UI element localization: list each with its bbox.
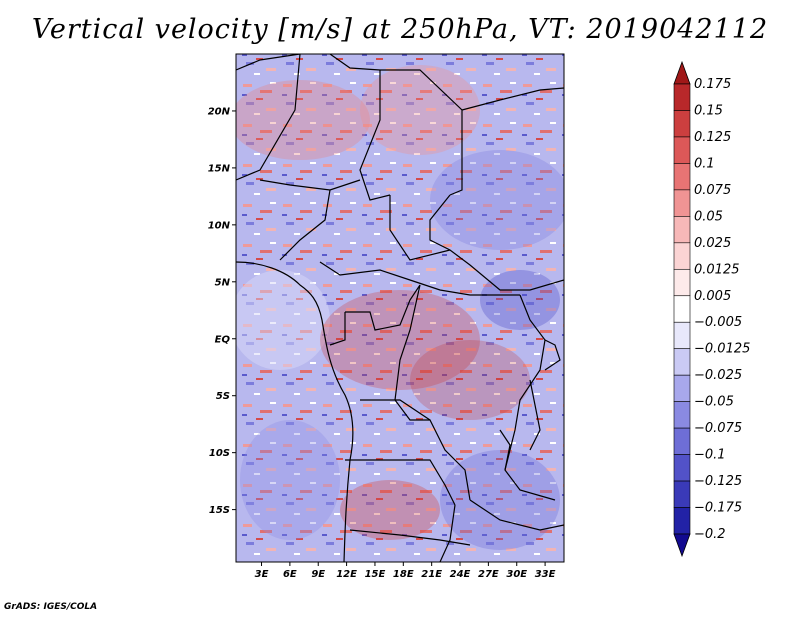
- colorbar-swatch: [673, 533, 691, 558]
- colorbar-swatch: [673, 189, 691, 217]
- lat-tick-label: 5S: [216, 391, 230, 402]
- colorbar-label: 0.125: [694, 130, 731, 145]
- colorbar-swatch: [673, 401, 691, 429]
- lon-tick-label: 21E: [421, 569, 442, 580]
- colorbar-label: 0.0125: [694, 262, 740, 277]
- lon-tick-label: 27E: [478, 569, 499, 580]
- lat-tick-label: 5N: [215, 277, 231, 288]
- colorbar-label: −0.005: [694, 315, 742, 330]
- colorbar-label: 0.075: [694, 183, 731, 198]
- colorbar-swatch: [673, 321, 691, 350]
- lon-tick-label: 12E: [336, 569, 357, 580]
- colorbar-label: 0.175: [694, 77, 731, 92]
- colorbar-label: −0.05: [694, 395, 734, 410]
- colorbar-label: −0.125: [694, 474, 742, 489]
- colorbar-label: −0.175: [694, 501, 742, 516]
- colorbar-label: 0.005: [694, 289, 731, 304]
- lat-tick-label: 10S: [209, 448, 230, 459]
- colorbar-swatch: [673, 480, 691, 508]
- country-borders: [236, 54, 564, 562]
- chart-title: Vertical velocity [m/s] at 250hPa, VT: 2…: [31, 14, 769, 45]
- colorbar-label: −0.0125: [694, 342, 750, 357]
- colorbar-label: 0.15: [694, 103, 723, 118]
- colorbar-swatch: [673, 242, 691, 270]
- latitude-axis: 20N 15N 10N 5N EQ 5S 10S 15S: [208, 106, 236, 516]
- lon-tick-label: 9E: [311, 569, 325, 580]
- colorbar-swatch: [673, 110, 691, 138]
- lon-tick-label: 33E: [535, 569, 556, 580]
- colorbar-swatch: [673, 295, 691, 323]
- lat-tick-label: 20N: [208, 106, 231, 117]
- colorbar-label: 0.1: [694, 156, 715, 171]
- grads-credit: GrADS: IGES/COLA: [4, 602, 98, 612]
- colorbar-label: 0.025: [694, 236, 731, 251]
- lat-tick-label: 10N: [208, 220, 231, 231]
- colorbar-label: −0.075: [694, 421, 742, 436]
- lon-tick-label: 3E: [255, 569, 269, 580]
- colorbar: 0.175 0.15 0.125 0.1 0.075 0.05 0.025 0.0125 0.0…: [673, 60, 750, 558]
- map-frame: [235, 53, 565, 563]
- longitude-axis: 3E 6E 9E 12E 15E 18E 21E 24E 27E 30E 33E: [255, 562, 556, 580]
- lon-tick-label: 15E: [365, 569, 386, 580]
- map-panel: 20N 15N 10N 5N EQ 5S 10S 15S 3E 6E 9E 12E 15E 18E 21E…: [208, 53, 565, 580]
- lon-tick-label: 30E: [506, 569, 527, 580]
- colorbar-swatch: [673, 427, 691, 455]
- velocity-field-overlay: [236, 65, 564, 550]
- colorbar-swatch: [673, 348, 691, 376]
- lat-tick-label: 15S: [209, 505, 230, 516]
- lat-tick-label: EQ: [215, 334, 231, 345]
- colorbar-label: −0.1: [694, 448, 726, 463]
- lon-tick-label: 24E: [450, 569, 471, 580]
- lon-tick-label: 6E: [283, 569, 297, 580]
- colorbar-swatch: [673, 374, 691, 402]
- colorbar-swatch: [673, 163, 691, 191]
- lon-tick-label: 18E: [393, 569, 414, 580]
- colorbar-swatch: [673, 268, 691, 297]
- colorbar-swatch: [673, 136, 691, 164]
- colorbar-swatch: [673, 60, 691, 85]
- colorbar-label: −0.2: [694, 527, 726, 542]
- colorbar-swatch: [673, 454, 691, 482]
- colorbar-label: 0.05: [694, 209, 723, 224]
- colorbar-swatch: [673, 83, 691, 111]
- colorbar-label: −0.025: [694, 368, 742, 383]
- colorbar-swatch: [673, 216, 691, 244]
- colorbar-swatch: [673, 507, 691, 535]
- lat-tick-label: 15N: [208, 163, 231, 174]
